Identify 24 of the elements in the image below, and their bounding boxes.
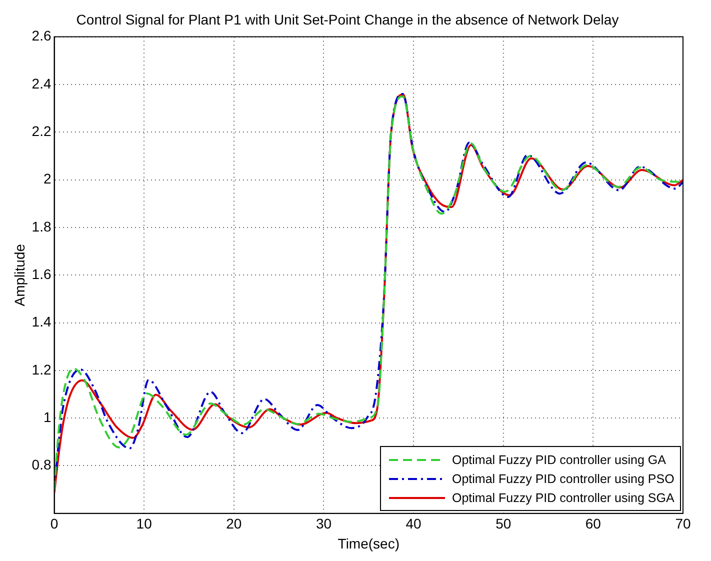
y-axis-title: Amplitude	[11, 244, 28, 306]
chart-title: Control Signal for Plant P1 with Unit Set-Point Change in the absence of Network Delay	[76, 11, 619, 28]
y-tick-label: 1	[43, 408, 52, 425]
x-tick-label: 40	[406, 516, 422, 532]
x-tick-label: 20	[226, 516, 242, 532]
x-tick-label: 60	[585, 516, 602, 532]
y-tick-label: 0.8	[32, 456, 52, 473]
y-tick-label: 2	[43, 170, 52, 187]
y-tick-label: 2.2	[32, 122, 52, 139]
y-tick-label: 1.8	[32, 218, 52, 234]
x-axis-title: Time(sec)	[338, 535, 400, 552]
y-tick-label: 1.4	[32, 314, 52, 330]
y-tick-label: 2.4	[32, 75, 52, 92]
x-tick-label: 70	[675, 516, 691, 532]
y-tick-label: 1.6	[32, 266, 52, 282]
x-tick-label: 10	[136, 516, 152, 532]
x-tick-label: 50	[496, 516, 512, 532]
legend-label: Optimal Fuzzy PID controller using GA	[452, 452, 666, 467]
legend-label: Optimal Fuzzy PID controller using PSO	[452, 472, 674, 486]
y-tick-label: 2.6	[32, 28, 52, 44]
y-tick-label: 1.2	[32, 361, 52, 378]
x-tick-label: 0	[50, 516, 58, 532]
x-tick-label: 30	[316, 516, 332, 532]
legend-label: Optimal Fuzzy PID controller using SGA	[452, 490, 674, 505]
